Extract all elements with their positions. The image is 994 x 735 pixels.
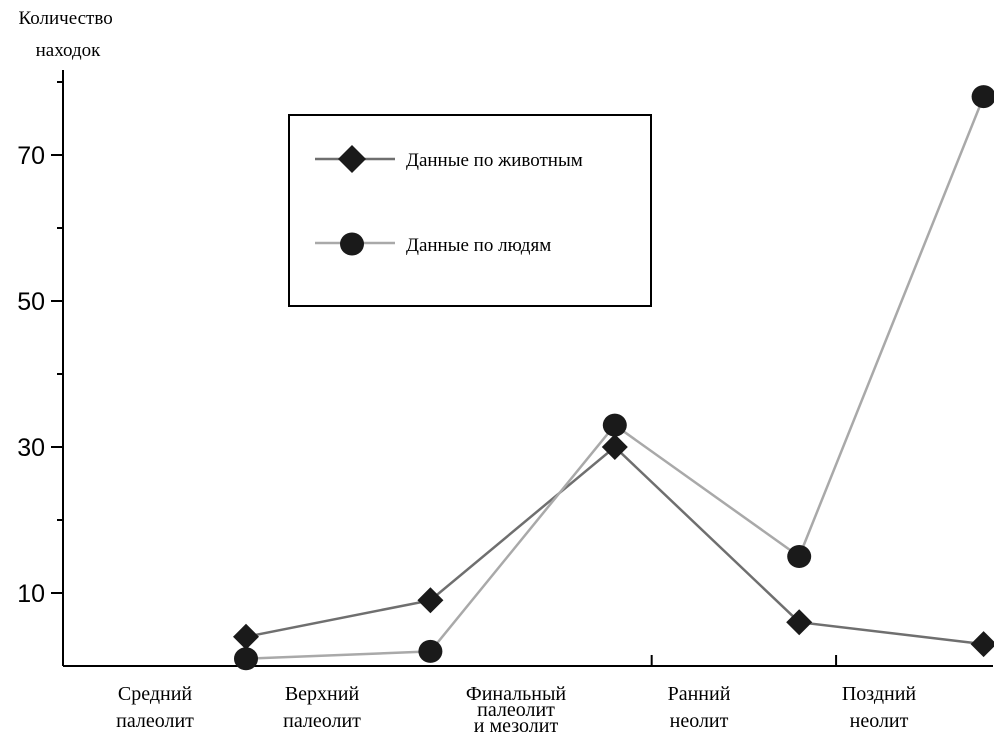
x-category-label-line: неолит — [670, 710, 729, 732]
series-1-point — [233, 623, 259, 650]
y-axis-title-line2: находок — [36, 40, 101, 61]
x-category-label: Ранний неолит — [668, 683, 731, 732]
y-axis-title-line1: Количество — [19, 8, 113, 29]
x-category-label: Поздний неолит — [842, 683, 917, 732]
x-category-label-line: Верхний — [285, 683, 360, 705]
legend-marker-series-2 — [340, 232, 364, 256]
series-line-1 — [245, 445, 984, 646]
y-tick-label: 50 — [17, 288, 45, 316]
legend-marker-series-1 — [338, 145, 366, 173]
y-axis-ticks: 10 30 50 70 — [17, 81, 63, 608]
series-2-point — [234, 647, 258, 671]
y-tick-label: 70 — [17, 142, 45, 170]
series-1-point — [786, 609, 813, 636]
series-2-point — [418, 639, 443, 663]
x-category-label-line: Финальный — [466, 683, 567, 705]
x-category-label-line: палеолит — [283, 710, 361, 732]
x-category-label: Средний палеолит — [116, 683, 194, 732]
series-2-point — [787, 545, 812, 568]
x-category-label-line: Ранний — [668, 683, 731, 705]
x-category-label-line: Средний — [118, 683, 193, 705]
legend-label-series-1: Данные по животным — [406, 150, 583, 171]
legend-label-series-2: Данные по людям — [406, 235, 551, 256]
series-2-point — [971, 85, 994, 109]
x-category-label-line: палеолит — [477, 699, 555, 721]
series-2-point — [602, 413, 627, 437]
x-category-label-line: Поздний — [842, 683, 917, 705]
x-category-label-line: палеолит — [116, 710, 194, 732]
y-tick-label: 30 — [17, 434, 45, 462]
x-category-label: Финальный палеолит и мезолит — [466, 683, 567, 735]
y-axis-title: Количество находок — [19, 8, 118, 61]
y-tick-label: 10 — [17, 580, 45, 608]
x-axis-ticks — [650, 655, 838, 666]
series-1-point — [601, 434, 628, 460]
series-layer — [233, 85, 994, 671]
x-category-label-line: неолит — [850, 710, 909, 732]
legend: Данные по животным Данные по людям — [288, 114, 652, 307]
x-category-label-line: и мезолит — [474, 715, 559, 735]
series-1-point — [970, 631, 994, 658]
series-1-point — [417, 587, 444, 614]
x-category-label: Верхний палеолит — [283, 683, 361, 732]
legend-box — [288, 114, 652, 307]
